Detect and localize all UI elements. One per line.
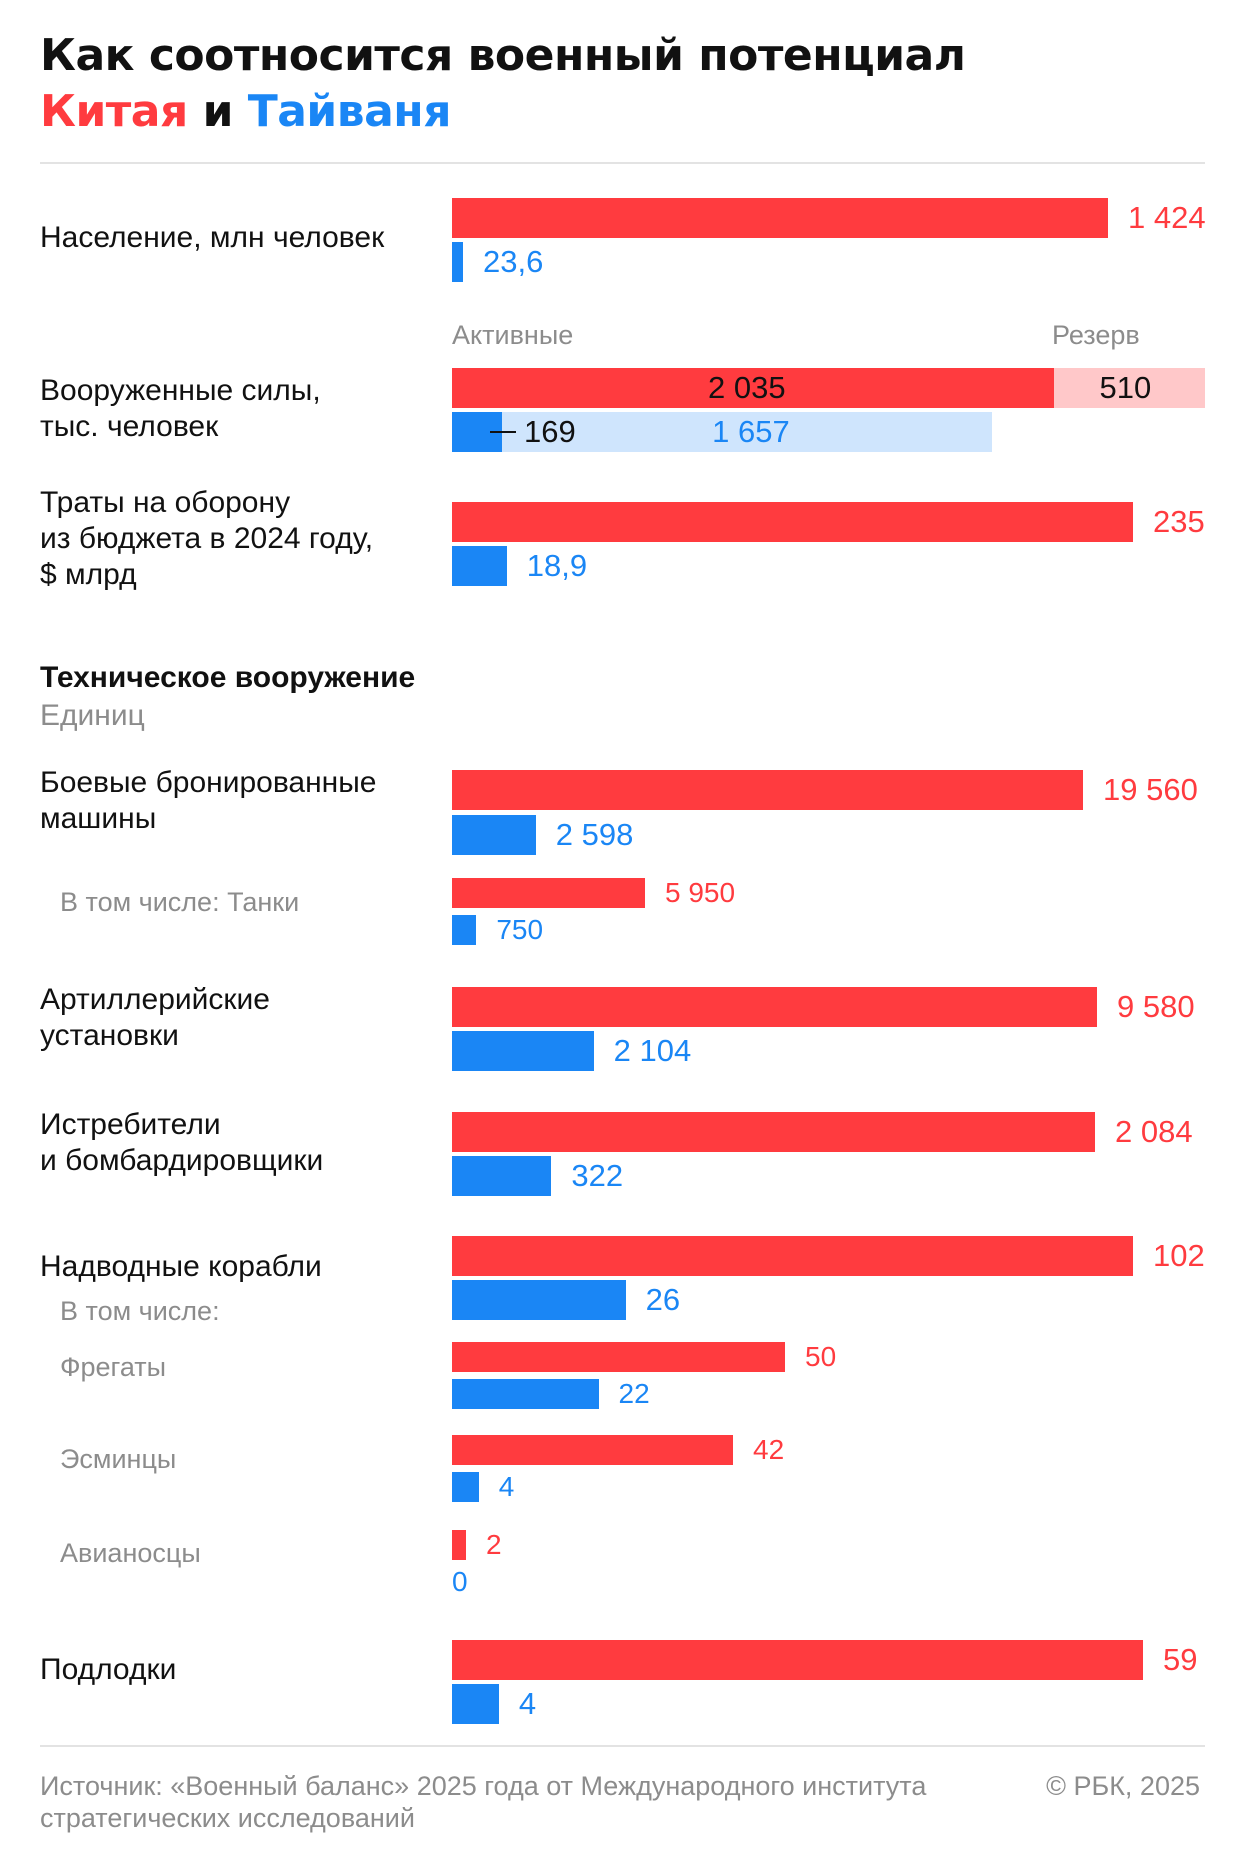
label-budget-2: из бюджета в 2024 году, [40, 522, 374, 555]
budget-taiwan-value: 18,9 [526, 548, 588, 583]
tanks-china-value: 5 950 [665, 877, 736, 908]
frigates-china-bar [452, 1342, 785, 1372]
armored-taiwan-value: 2 598 [555, 817, 634, 852]
forces-taiwan-reserve-value: 1 657 [712, 414, 790, 449]
label-budget-3: $ млрд [40, 558, 137, 591]
aircraft-china-value: 2 084 [1115, 1114, 1193, 1149]
label-armored-2: машины [40, 802, 157, 835]
carriers-china-value: 2 [486, 1529, 502, 1560]
label-ships: Надводные корабли [40, 1250, 322, 1283]
section-title: Техническое вооружение [40, 661, 416, 694]
frigates-taiwan-value: 22 [618, 1378, 650, 1409]
population-taiwan-value: 23,6 [483, 244, 544, 279]
aircraft-china-bar [452, 1112, 1095, 1152]
carriers-taiwan-value: 0 [452, 1566, 468, 1597]
forces-china-reserve-bar [1054, 368, 1205, 408]
label-aircraft-2: и бомбардировщики [40, 1144, 324, 1177]
label-ships-sub: В том числе: [60, 1296, 220, 1326]
aircraft-taiwan-bar [452, 1156, 552, 1196]
forces-taiwan-active-value: 169 [524, 414, 576, 449]
label-population: Население, млн человек [40, 221, 385, 254]
ships-china-value: 102 [1153, 1238, 1205, 1273]
carriers-china-bar [452, 1530, 466, 1560]
subs-china-value: 59 [1163, 1642, 1198, 1677]
chart-title: Как соотносится военный потенциал Китая … [40, 28, 1200, 140]
footer-divider [40, 1745, 1205, 1747]
destroyers-china-bar [452, 1435, 733, 1465]
population-china-bar [452, 198, 1108, 238]
artillery-china-bar [452, 987, 1097, 1027]
population-china-value: 1 424 [1128, 200, 1206, 235]
title-taiwan: Тайваня [247, 86, 452, 137]
armored-taiwan-bar [452, 815, 536, 855]
hint-reserve: Резерв [1052, 320, 1140, 350]
subs-taiwan-value: 4 [518, 1686, 537, 1721]
budget-china-value: 235 [1153, 504, 1205, 539]
label-frigates: Фрегаты [60, 1352, 167, 1382]
source-note: Источник: «Военный баланс» 2025 года от … [40, 1771, 927, 1833]
budget-taiwan-bar [452, 546, 507, 586]
destroyers-china-value: 42 [753, 1434, 785, 1465]
label-armored-1: Боевые бронированные [40, 766, 377, 799]
artillery-taiwan-bar [452, 1031, 594, 1071]
label-tanks: В том числе: Танки [60, 887, 300, 917]
subs-taiwan-bar [452, 1684, 499, 1724]
forces-china-active-bar [452, 368, 1055, 408]
tanks-china-bar [452, 878, 645, 908]
ships-taiwan-bar [452, 1280, 626, 1320]
forces-china-active-value: 2 035 [708, 370, 786, 405]
label-artillery-1: Артиллерийские [40, 983, 270, 1016]
population-taiwan-bar [452, 242, 463, 282]
tanks-taiwan-bar [452, 915, 477, 945]
header-divider [40, 162, 1205, 164]
artillery-china-value: 9 580 [1117, 989, 1195, 1024]
forces-taiwan-reserve-bar [502, 412, 993, 452]
hint-active: Активные [452, 320, 574, 350]
ships-china-bar [452, 1236, 1133, 1276]
label-carriers: Авианосцы [60, 1538, 201, 1568]
budget-china-bar [452, 502, 1133, 542]
title-line-2: Китая и Тайваня [40, 84, 1200, 140]
armored-china-bar [452, 770, 1083, 810]
aircraft-taiwan-value: 322 [571, 1158, 624, 1193]
label-subs: Подлодки [40, 1653, 177, 1686]
label-forces-1: Вооруженные силы, [40, 374, 321, 407]
section-units: Единиц [40, 699, 145, 732]
label-artillery-2: установки [40, 1019, 179, 1052]
tanks-taiwan-value: 750 [496, 914, 544, 945]
ships-taiwan-value: 26 [645, 1282, 681, 1317]
forces-china-reserve-value: 510 [1099, 370, 1152, 405]
forces-taiwan-active-leader [490, 431, 516, 433]
label-aircraft-1: Истребители [40, 1108, 221, 1141]
frigates-taiwan-bar [452, 1379, 599, 1409]
title-line-1: Как соотносится военный потенциал [40, 30, 966, 81]
copyright: © РБК, 2025 [1046, 1771, 1200, 1801]
title-china: Китая [40, 86, 188, 137]
label-destroyers: Эсминцы [60, 1444, 177, 1474]
label-forces-2: тыс. человек [40, 410, 219, 443]
destroyers-taiwan-bar [452, 1472, 479, 1502]
title-and: и [187, 86, 248, 137]
destroyers-taiwan-value: 4 [498, 1471, 515, 1502]
frigates-china-value: 50 [805, 1341, 837, 1372]
artillery-taiwan-value: 2 104 [613, 1033, 692, 1068]
subs-china-bar [452, 1640, 1143, 1680]
armored-china-value: 19 560 [1103, 772, 1198, 807]
label-budget-1: Траты на оборону [40, 486, 291, 519]
